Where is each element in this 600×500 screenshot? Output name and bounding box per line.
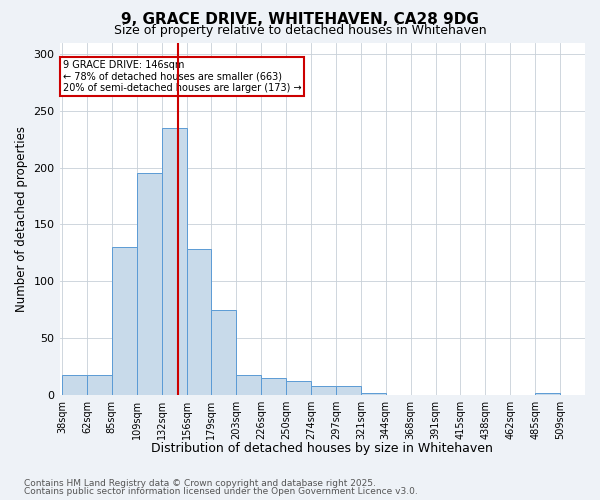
Text: Contains public sector information licensed under the Open Government Licence v3: Contains public sector information licen…	[24, 487, 418, 496]
Bar	[286, 382, 311, 395]
Text: 9 GRACE DRIVE: 146sqm
← 78% of detached houses are smaller (663)
20% of semi-det: 9 GRACE DRIVE: 146sqm ← 78% of detached …	[62, 60, 301, 93]
Bar	[62, 374, 87, 395]
Text: 9, GRACE DRIVE, WHITEHAVEN, CA28 9DG: 9, GRACE DRIVE, WHITEHAVEN, CA28 9DG	[121, 12, 479, 28]
Bar	[261, 378, 286, 395]
Bar	[137, 174, 161, 395]
Bar	[87, 374, 112, 395]
Text: Contains HM Land Registry data © Crown copyright and database right 2025.: Contains HM Land Registry data © Crown c…	[24, 478, 376, 488]
Bar	[535, 392, 560, 395]
X-axis label: Distribution of detached houses by size in Whitehaven: Distribution of detached houses by size …	[151, 442, 493, 455]
Bar	[112, 247, 137, 395]
Bar	[211, 310, 236, 395]
Bar	[361, 392, 386, 395]
Y-axis label: Number of detached properties: Number of detached properties	[15, 126, 28, 312]
Bar	[161, 128, 187, 395]
Bar	[187, 250, 211, 395]
Bar	[236, 374, 261, 395]
Bar	[311, 386, 336, 395]
Text: Size of property relative to detached houses in Whitehaven: Size of property relative to detached ho…	[113, 24, 487, 37]
Bar	[336, 386, 361, 395]
